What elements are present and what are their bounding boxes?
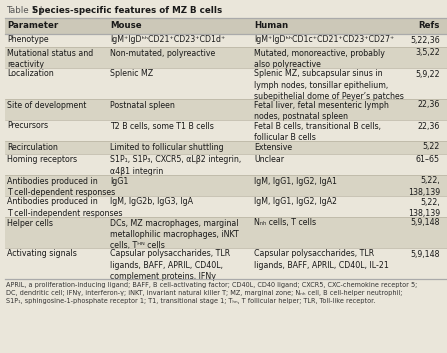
Text: Localization: Localization: [7, 70, 54, 78]
Text: Antibodies produced in
T cell-independent responses: Antibodies produced in T cell-independen…: [7, 197, 122, 218]
Text: 5,9,22: 5,9,22: [415, 70, 440, 78]
Text: APRIL, a proliferation-inducing ligand; BAFF, B cell-activating factor; CD40L, C: APRIL, a proliferation-inducing ligand; …: [6, 281, 417, 304]
Text: 22,36: 22,36: [417, 101, 440, 109]
Text: Species-specific features of MZ B cells: Species-specific features of MZ B cells: [32, 6, 222, 15]
Text: Antibodies produced in
T cell-dependent responses: Antibodies produced in T cell-dependent …: [7, 176, 115, 197]
Text: 5,22,
138,139: 5,22, 138,139: [408, 197, 440, 218]
Text: IgM⁺IgDʰʰCD1c⁺CD21⁺CD23⁺CD27⁺: IgM⁺IgDʰʰCD1c⁺CD21⁺CD23⁺CD27⁺: [254, 36, 394, 44]
Bar: [5, 120, 447, 140]
Bar: [5, 98, 447, 120]
Text: Refs: Refs: [419, 20, 440, 30]
Text: Parameter: Parameter: [7, 20, 58, 30]
Text: 22,36: 22,36: [417, 121, 440, 131]
Text: Phenotype: Phenotype: [7, 36, 49, 44]
Text: IgG1: IgG1: [110, 176, 128, 185]
Bar: [5, 67, 447, 98]
Text: DCs, MZ macrophages, marginal
metallophilic macrophages, iNKT
cells, Tᴴᴺ cells: DCs, MZ macrophages, marginal metallophi…: [110, 219, 239, 250]
Text: Human: Human: [254, 20, 288, 30]
Text: 5,22: 5,22: [422, 143, 440, 151]
Bar: [5, 247, 447, 279]
Text: Extensive: Extensive: [254, 143, 292, 151]
Bar: [5, 18, 447, 34]
Text: 3,5,22: 3,5,22: [415, 48, 440, 58]
Text: Homing receptors: Homing receptors: [7, 156, 77, 164]
Text: IgM⁺IgDʰʰCD21⁺CD23⁺CD1d⁺: IgM⁺IgDʰʰCD21⁺CD23⁺CD1d⁺: [110, 36, 225, 44]
Text: Mutated, monoreactive, probably
also polyreactive: Mutated, monoreactive, probably also pol…: [254, 48, 385, 69]
Text: 5,22,
138,139: 5,22, 138,139: [408, 176, 440, 197]
Text: 5,9,148: 5,9,148: [410, 250, 440, 258]
Bar: [5, 154, 447, 174]
Text: Nₙₕ cells, T cells: Nₙₕ cells, T cells: [254, 219, 316, 227]
Text: Splenic MZ: Splenic MZ: [110, 70, 153, 78]
Bar: [5, 216, 447, 247]
Text: Helper cells: Helper cells: [7, 219, 53, 227]
Text: Activating signals: Activating signals: [7, 250, 77, 258]
Bar: [5, 196, 447, 216]
Text: Table 1 |: Table 1 |: [6, 6, 46, 15]
Text: Mutational status and
reactivity: Mutational status and reactivity: [7, 48, 93, 69]
Bar: [5, 174, 447, 196]
Text: Capsular polysaccharides, TLR
ligands, BAFF, APRIL, CD40L, IL-21: Capsular polysaccharides, TLR ligands, B…: [254, 250, 389, 270]
Text: Fetal B cells, transitional B cells,
follicular B cells: Fetal B cells, transitional B cells, fol…: [254, 121, 381, 142]
Text: Non-mutated, polyreactive: Non-mutated, polyreactive: [110, 48, 215, 58]
Text: Recirculation: Recirculation: [7, 143, 58, 151]
Text: Limited to follicular shuttling: Limited to follicular shuttling: [110, 143, 224, 151]
Text: 5,22,36: 5,22,36: [410, 36, 440, 44]
Text: T2 B cells, some T1 B cells: T2 B cells, some T1 B cells: [110, 121, 214, 131]
Text: Site of development: Site of development: [7, 101, 86, 109]
Text: IgM, IgG1, IgG2, IgA1: IgM, IgG1, IgG2, IgA1: [254, 176, 337, 185]
Text: Precursors: Precursors: [7, 121, 48, 131]
Text: Mouse: Mouse: [110, 20, 142, 30]
Text: 61–65: 61–65: [416, 156, 440, 164]
Text: Fetal liver, fetal mesenteric lymph
nodes, postnatal spleen: Fetal liver, fetal mesenteric lymph node…: [254, 101, 389, 121]
Bar: [5, 140, 447, 154]
Bar: [5, 47, 447, 67]
Text: Postnatal spleen: Postnatal spleen: [110, 101, 175, 109]
Text: Capsular polysaccharides, TLR
ligands, BAFF, APRIL, CD40L,
complement proteins, : Capsular polysaccharides, TLR ligands, B…: [110, 250, 230, 281]
Text: 5,9,148: 5,9,148: [410, 219, 440, 227]
Text: S1P₁, S1P₃, CXCR5, αLβ2 integrin,
α4β1 integrin: S1P₁, S1P₃, CXCR5, αLβ2 integrin, α4β1 i…: [110, 156, 241, 176]
Text: Splenic MZ, subcapsular sinus in
lymph nodes, tonsillar epithelium,
subepithelia: Splenic MZ, subcapsular sinus in lymph n…: [254, 70, 404, 101]
Text: IgM, IgG1, IgG2, IgA2: IgM, IgG1, IgG2, IgA2: [254, 197, 337, 207]
Bar: [5, 34, 447, 47]
Text: IgM, IgG2b, IgG3, IgA: IgM, IgG2b, IgG3, IgA: [110, 197, 193, 207]
Text: Unclear: Unclear: [254, 156, 284, 164]
